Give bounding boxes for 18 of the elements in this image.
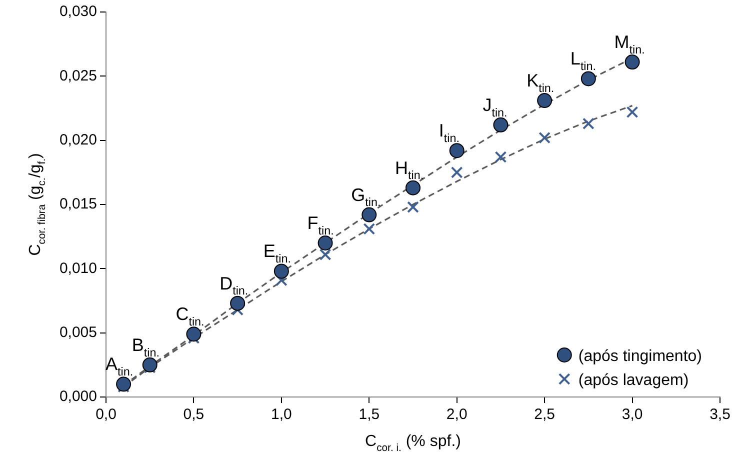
x-tick-label: 1,5 <box>358 406 380 424</box>
legend-label: (após lavagem) <box>578 372 689 389</box>
x-tick-label: 2,5 <box>534 406 555 424</box>
x-tick-label: 2,0 <box>446 406 468 424</box>
y-tick-label: 0,020 <box>59 131 97 148</box>
x-tick-label: 0,5 <box>183 406 204 424</box>
y-tick-label: 0,030 <box>59 3 97 20</box>
legend-label: (após tingimento) <box>578 348 702 365</box>
y-axis-title: Ccor. fibra (gc./gf.) <box>27 153 48 256</box>
x-tick-label: 0,0 <box>96 406 116 424</box>
y-tick-label: 0,005 <box>59 324 97 341</box>
x-tick-label: 1,0 <box>271 406 292 424</box>
y-tick-label: 0,025 <box>59 67 97 84</box>
y-tick-label: 0,015 <box>59 196 97 213</box>
y-tick-label: 0,000 <box>59 388 97 406</box>
x-tick-label: 3,0 <box>622 406 643 424</box>
x-tick-label: 3,5 <box>710 406 730 424</box>
y-tick-label: 0,010 <box>59 260 97 277</box>
